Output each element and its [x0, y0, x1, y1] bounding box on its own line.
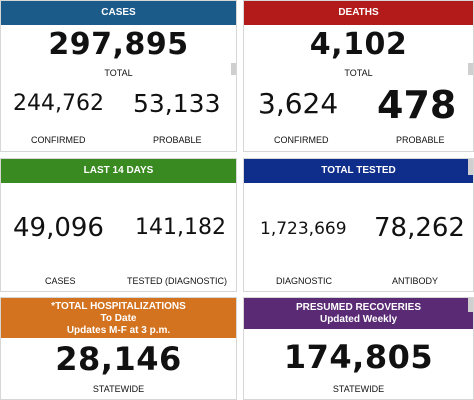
deaths-scrollbar[interactable]	[468, 63, 473, 75]
last14-cases-label: CASES	[45, 276, 76, 286]
deaths-probable-label: PROBABLE	[396, 135, 445, 145]
cases-header: CASES	[1, 1, 236, 25]
hospitalizations-value: 28,146	[55, 340, 182, 378]
deaths-probable-value: 478	[377, 83, 457, 127]
recoveries-scrollbar[interactable]	[468, 298, 473, 312]
hospitalizations-header-line1: *TOTAL HOSPITALIZATIONS	[51, 301, 186, 312]
tested-scrollbar[interactable]	[468, 159, 473, 175]
deaths-total-value: 4,102	[309, 27, 408, 62]
hospitalizations-header-line2: To Date	[100, 313, 137, 324]
hospitalizations-header: *TOTAL HOSPITALIZATIONS To Date Updates …	[1, 298, 236, 338]
recoveries-card: PRESUMED RECOVERIES Updated Weekly 174,8…	[243, 297, 474, 400]
recoveries-header: PRESUMED RECOVERIES Updated Weekly	[244, 298, 473, 329]
last14-tested-value: 141,182	[135, 215, 226, 240]
tested-header: TOTAL TESTED	[244, 159, 473, 183]
hospitalizations-header-line3: Updates M-F at 3 p.m.	[66, 325, 171, 336]
deaths-confirmed-label: CONFIRMED	[274, 135, 329, 145]
cases-scrollbar[interactable]	[231, 63, 236, 75]
cases-confirmed-value: 244,762	[13, 91, 104, 116]
last14-tested-label: TESTED (DIAGNOSTIC)	[127, 276, 228, 286]
last14-card: LAST 14 DAYS 49,096 141,182 CASES TESTED…	[0, 158, 237, 292]
cases-probable-value: 53,133	[133, 89, 221, 118]
tested-card: TOTAL TESTED 1,723,669 78,262 DIAGNOSTIC…	[243, 158, 474, 292]
cases-card: CASES 297,895 TOTAL 244,762 53,133 CONFI…	[0, 0, 237, 152]
recoveries-header-line2: Updated Weekly	[319, 314, 398, 325]
cases-probable-label: PROBABLE	[153, 135, 202, 145]
last14-header: LAST 14 DAYS	[1, 159, 236, 183]
recoveries-header-line1: PRESUMED RECOVERIES	[295, 302, 422, 313]
deaths-confirmed-value: 3,624	[258, 87, 339, 120]
tested-diagnostic-value: 1,723,669	[260, 219, 347, 239]
tested-antibody-value: 78,262	[374, 213, 465, 243]
tested-diagnostic-label: DIAGNOSTIC	[276, 276, 333, 286]
recoveries-value: 174,805	[283, 338, 434, 376]
cases-total-label: TOTAL	[104, 68, 133, 78]
hospitalizations-card: *TOTAL HOSPITALIZATIONS To Date Updates …	[0, 297, 237, 400]
cases-total-value: 297,895	[48, 27, 189, 62]
hospitalizations-label: STATEWIDE	[92, 384, 145, 394]
tested-antibody-label: ANTIBODY	[392, 276, 439, 286]
deaths-header: DEATHS	[244, 1, 473, 25]
cases-confirmed-label: CONFIRMED	[31, 135, 86, 145]
deaths-card: DEATHS 4,102 TOTAL 3,624 478 CONFIRMED P…	[243, 0, 474, 152]
last14-cases-value: 49,096	[13, 213, 104, 243]
deaths-total-label: TOTAL	[344, 68, 373, 78]
recoveries-label: STATEWIDE	[332, 384, 385, 394]
